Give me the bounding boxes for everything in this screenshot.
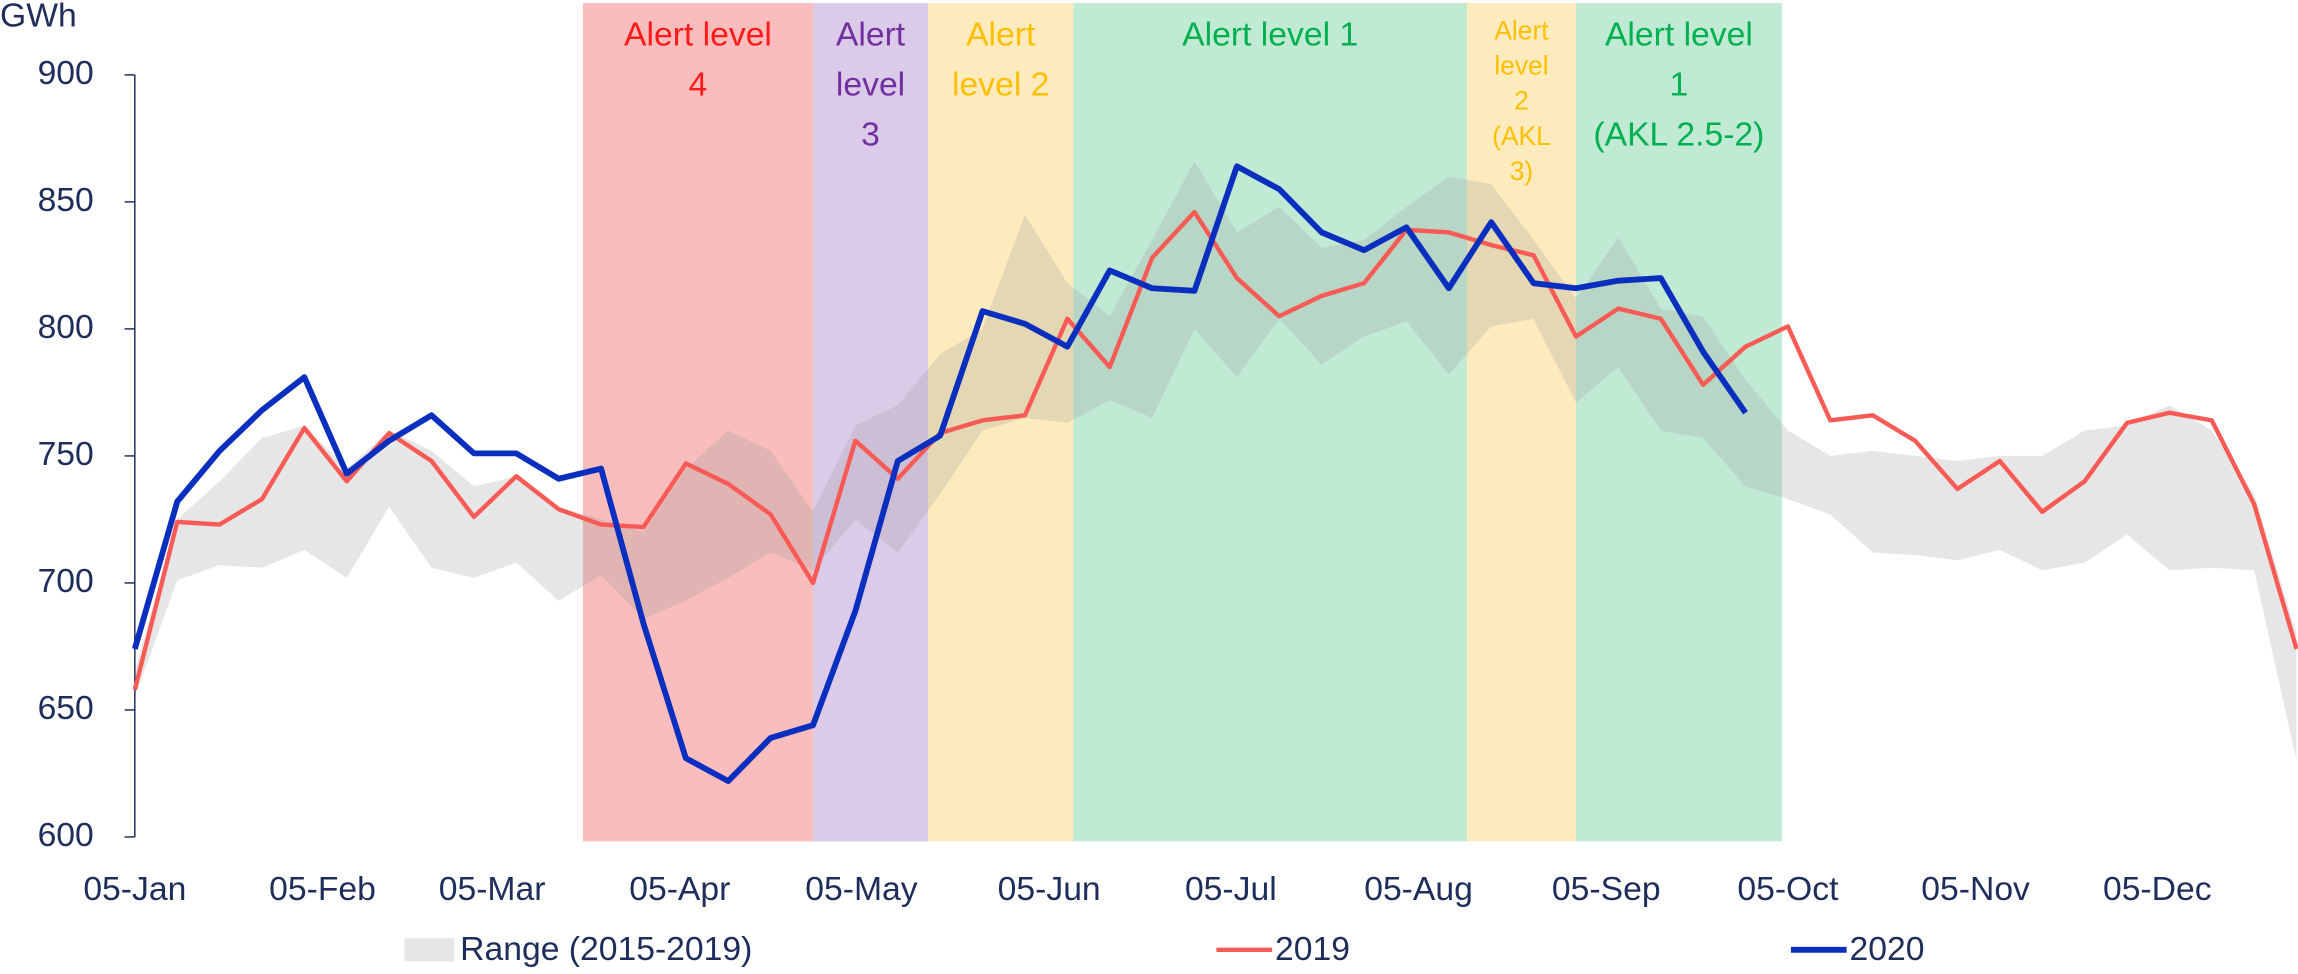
series-line xyxy=(132,209,2298,691)
series-line xyxy=(132,163,1748,785)
alert-label: 1 xyxy=(1670,66,1689,104)
alert-label: Alert level xyxy=(1605,16,1753,54)
x-tick-label: 05-Feb xyxy=(269,870,376,908)
alert-band xyxy=(1575,3,1782,842)
range-area xyxy=(134,161,2297,761)
y-tick-label: 850 xyxy=(38,181,94,219)
y-tick-label: 800 xyxy=(38,308,94,346)
legend-label: 2020 xyxy=(1850,930,1925,968)
alert-label: 2 xyxy=(1514,86,1529,116)
alert-label: Alert level 1 xyxy=(1182,16,1358,54)
alert-band xyxy=(1466,3,1576,842)
x-tick-label: 05-Oct xyxy=(1737,870,1839,908)
alert-label: Alert xyxy=(966,16,1036,54)
alert-band xyxy=(1073,3,1467,842)
alert-label: 4 xyxy=(689,66,708,104)
x-tick-label: 05-Jul xyxy=(1185,870,1277,908)
alert-label: Alert level xyxy=(624,16,772,54)
y-tick-label: 750 xyxy=(38,435,94,473)
y-unit: GWh xyxy=(0,0,77,35)
alert-label: 3) xyxy=(1510,156,1533,186)
alert-label: level xyxy=(836,66,905,104)
x-tick-label: 05-Aug xyxy=(1364,870,1473,908)
x-tick-label: 05-Nov xyxy=(1921,870,2030,908)
y-tick-label: 600 xyxy=(38,816,94,854)
x-tick-label: 05-Dec xyxy=(2103,870,2212,908)
alert-label: 3 xyxy=(861,115,880,153)
alert-label: (AKL 2.5-2) xyxy=(1593,115,1764,153)
alert-label: Alert xyxy=(836,16,906,54)
y-tick-label: 900 xyxy=(38,54,94,92)
alert-label: (AKL xyxy=(1492,121,1551,151)
alert-band xyxy=(582,3,814,842)
alert-label: level xyxy=(1494,51,1548,81)
y-tick-label: 700 xyxy=(38,562,94,600)
alert-band xyxy=(813,3,929,842)
x-tick-label: 05-Jun xyxy=(998,870,1101,908)
alert-band xyxy=(928,3,1074,842)
legend-label: Range (2015-2019) xyxy=(460,930,752,968)
x-tick-label: 05-Apr xyxy=(629,870,730,908)
x-tick-label: 05-Jan xyxy=(83,870,186,908)
x-tick-label: 05-Sep xyxy=(1552,870,1661,908)
x-tick-label: 05-May xyxy=(805,870,917,908)
alert-label: level 2 xyxy=(952,66,1049,104)
y-tick-label: 650 xyxy=(38,689,94,727)
legend-swatch xyxy=(404,938,455,962)
alert-label: Alert xyxy=(1494,15,1549,45)
x-tick-label: 05-Mar xyxy=(439,870,546,908)
legend-label: 2019 xyxy=(1275,930,1350,968)
